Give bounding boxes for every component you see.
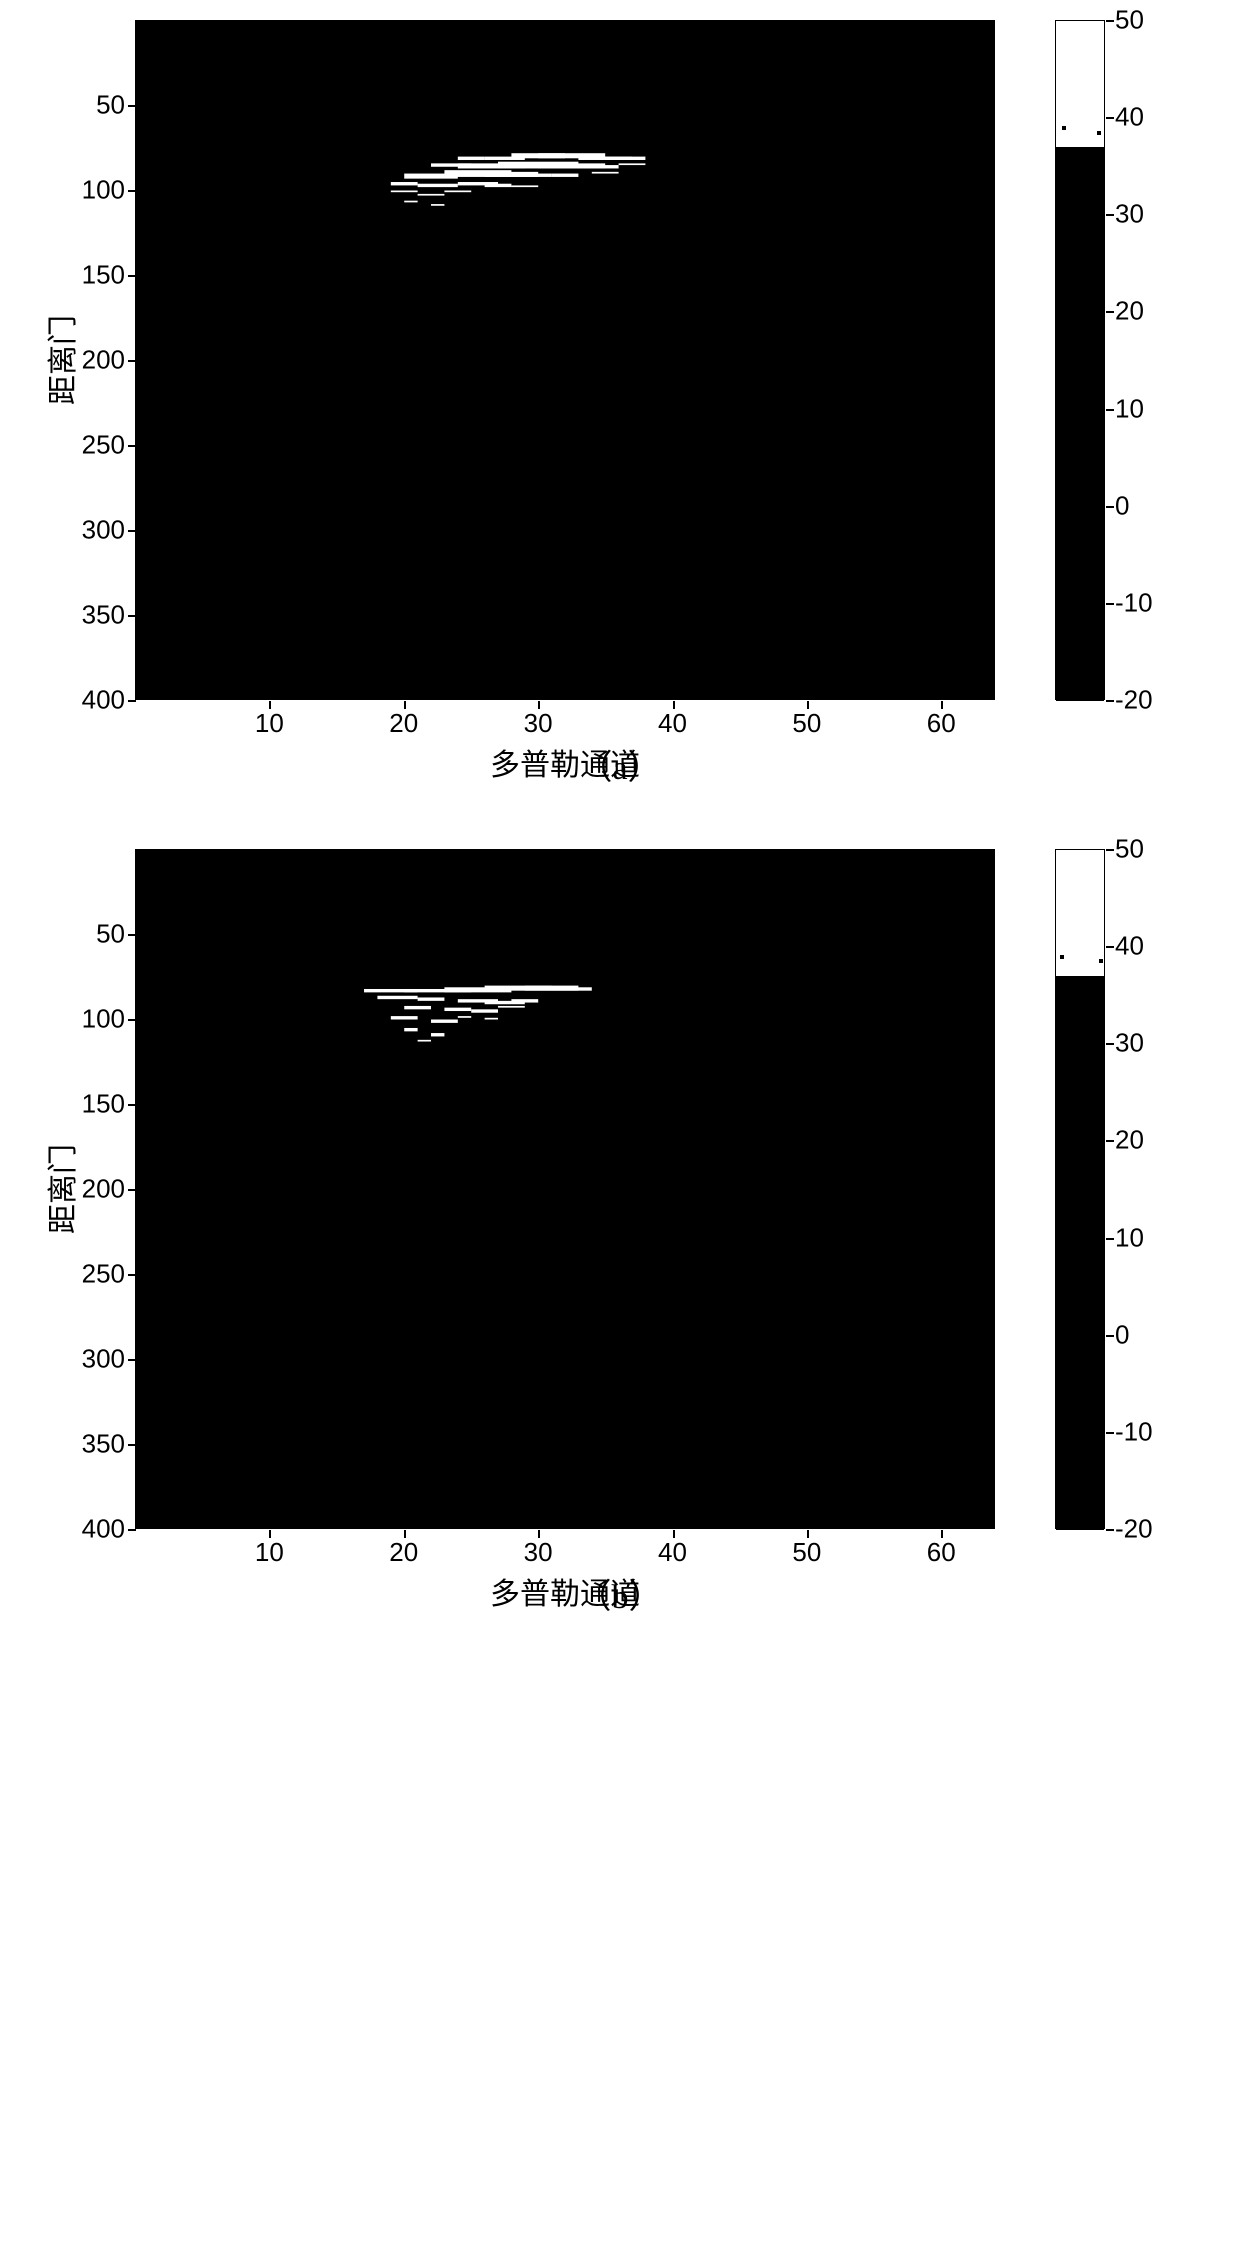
colorbar-tick-label: 20 bbox=[1115, 296, 1144, 327]
y-tick-label: 400 bbox=[65, 1514, 125, 1545]
y-tick-label: 200 bbox=[65, 345, 125, 376]
colorbar-tick-label: -20 bbox=[1115, 1514, 1153, 1545]
colorbar-a-ticks: -20-1001020304050 bbox=[1115, 20, 1165, 700]
y-tick-label: 50 bbox=[65, 90, 125, 121]
y-tick-label: 300 bbox=[65, 515, 125, 546]
colorbar-tick-label: -20 bbox=[1115, 685, 1153, 716]
x-tick-label: 20 bbox=[389, 708, 418, 739]
colorbar-tick-label: 10 bbox=[1115, 393, 1144, 424]
plot-b-overlay bbox=[136, 850, 994, 1528]
plot-a-overlay bbox=[136, 21, 994, 699]
y-tick-label: 350 bbox=[65, 1429, 125, 1460]
x-tick-label: 40 bbox=[658, 708, 687, 739]
x-tick-label: 10 bbox=[255, 708, 284, 739]
figure-a-row: 距离门 50100150200250300350400 102030405060… bbox=[0, 20, 1240, 700]
x-tick-label: 50 bbox=[792, 708, 821, 739]
colorbar-tick-label: 40 bbox=[1115, 931, 1144, 962]
colorbar-tick-label: -10 bbox=[1115, 1416, 1153, 1447]
colorbar-b bbox=[1055, 849, 1105, 1529]
y-tick-label: 250 bbox=[65, 430, 125, 461]
y-tick-label: 400 bbox=[65, 685, 125, 716]
colorbar-tick-label: 30 bbox=[1115, 1028, 1144, 1059]
x-tick-label: 50 bbox=[792, 1537, 821, 1568]
y-tick-label: 100 bbox=[65, 175, 125, 206]
y-tick-label: 100 bbox=[65, 1004, 125, 1035]
plot-a-yticks: 50100150200250300350400 bbox=[65, 20, 125, 700]
y-tick-label: 200 bbox=[65, 1174, 125, 1205]
x-tick-label: 30 bbox=[524, 1537, 553, 1568]
plot-a-wrap: 距离门 50100150200250300350400 102030405060… bbox=[135, 20, 995, 700]
colorbar-tick-label: 20 bbox=[1115, 1125, 1144, 1156]
plot-a-area bbox=[135, 20, 995, 700]
plot-b-area bbox=[135, 849, 995, 1529]
plot-b-yticks: 50100150200250300350400 bbox=[65, 849, 125, 1529]
colorbar-tick-label: 30 bbox=[1115, 199, 1144, 230]
colorbar-tick-label: 50 bbox=[1115, 5, 1144, 36]
x-tick-label: 40 bbox=[658, 1537, 687, 1568]
plot-a-xticks: 10 20 30 40 50 60 bbox=[135, 700, 995, 740]
y-tick-label: 250 bbox=[65, 1259, 125, 1290]
y-tick-label: 350 bbox=[65, 600, 125, 631]
x-tick-label: 20 bbox=[389, 1537, 418, 1568]
y-tick-label: 150 bbox=[65, 260, 125, 291]
colorbar-tick-label: 10 bbox=[1115, 1222, 1144, 1253]
plot-b-xlabel: 多普勒通道 bbox=[490, 1569, 640, 1613]
colorbar-tick-label: 0 bbox=[1115, 1319, 1129, 1350]
colorbar-b-ticks: -20-1001020304050 bbox=[1115, 849, 1165, 1529]
colorbar-a bbox=[1055, 20, 1105, 700]
colorbar-tick-label: 40 bbox=[1115, 102, 1144, 133]
x-tick-label: 10 bbox=[255, 1537, 284, 1568]
y-tick-label: 150 bbox=[65, 1089, 125, 1120]
y-tick-label: 300 bbox=[65, 1344, 125, 1375]
x-tick-label: 60 bbox=[927, 1537, 956, 1568]
colorbar-tick-label: 50 bbox=[1115, 834, 1144, 865]
figure-b-row: 距离门 50100150200250300350400 102030405060… bbox=[0, 849, 1240, 1529]
colorbar-tick-label: 0 bbox=[1115, 490, 1129, 521]
colorbar-a-wrap: -20-1001020304050 bbox=[1055, 20, 1105, 700]
colorbar-b-wrap: -20-1001020304050 bbox=[1055, 849, 1105, 1529]
colorbar-tick-label: -10 bbox=[1115, 587, 1153, 618]
plot-b-xticks: 10 20 30 40 50 60 bbox=[135, 1529, 995, 1569]
plot-a-xlabel: 多普勒通道 bbox=[490, 740, 640, 784]
x-tick-label: 60 bbox=[927, 708, 956, 739]
x-tick-label: 30 bbox=[524, 708, 553, 739]
y-tick-label: 50 bbox=[65, 919, 125, 950]
plot-b-wrap: 距离门 50100150200250300350400 102030405060… bbox=[135, 849, 995, 1529]
